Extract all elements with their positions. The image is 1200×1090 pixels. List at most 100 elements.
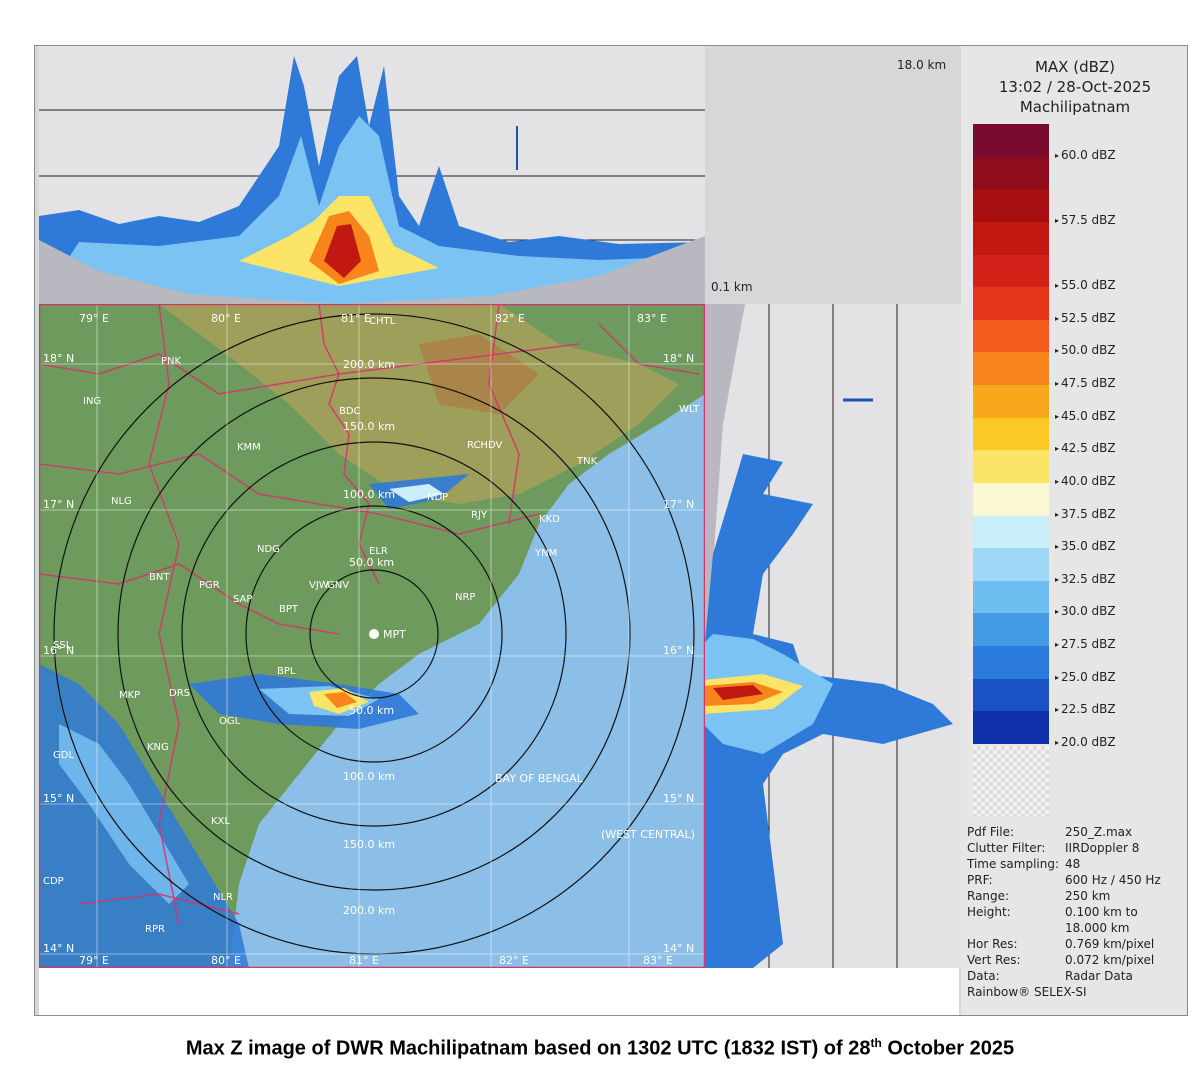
- colorbar-label: 60.0 dBZ: [1055, 148, 1116, 162]
- lon-label-bottom: 80° E: [211, 954, 241, 967]
- lon-label-top: 83° E: [637, 312, 667, 325]
- radar-figure: 18.0 km 0.1 km: [34, 45, 1188, 1016]
- colorbar: 60.0 dBZ 57.5 dBZ 55.0 dBZ 52.5 dBZ 50.0 dBZ…: [973, 124, 1116, 749]
- legend-title-time: 13:02 / 28-Oct-2025: [998, 78, 1152, 96]
- metadata-row: Rainbow® SELEX-SI: [967, 984, 1187, 1000]
- sea-label: BAY OF BENGAL: [495, 772, 584, 785]
- place-label: CHTL: [369, 316, 396, 327]
- colorbar-segment: [973, 613, 1049, 647]
- metadata-value: IIRDoppler 8: [1065, 841, 1140, 855]
- colorbar-segment: [973, 254, 1049, 288]
- colorbar-segment: [973, 711, 1049, 745]
- colorbar-label: 50.0 dBZ: [1055, 343, 1116, 357]
- colorbar-segment: [973, 352, 1049, 386]
- caption-text-end: October 2025: [881, 1037, 1015, 1060]
- place-label: RCHDV: [467, 440, 502, 451]
- place-label: SSL: [53, 640, 72, 651]
- metadata-value: 18.000 km: [1065, 921, 1130, 935]
- lat-label-right: 15° N: [663, 792, 694, 805]
- place-label: NLG: [111, 496, 132, 507]
- place-label: DRS: [169, 688, 190, 699]
- metadata-key: Range:: [967, 889, 1010, 903]
- legend-title-station: Machilipatnam: [1019, 98, 1131, 116]
- lon-label-bottom: 82° E: [499, 954, 529, 967]
- metadata-key: [967, 920, 1065, 936]
- range-ring-label: 50.0 km: [349, 556, 394, 569]
- figure-caption: Max Z image of DWR Machilipatnam based o…: [0, 1036, 1200, 1061]
- place-label: BPL: [277, 666, 296, 677]
- metadata-value: 250 km: [1065, 889, 1111, 903]
- lon-label-bottom: 83° E: [643, 954, 673, 967]
- colorbar-label: 40.0 dBZ: [1055, 474, 1116, 488]
- place-label: MKP: [119, 690, 140, 701]
- metadata-key: Hor Res:: [967, 937, 1018, 951]
- colorbar-label: 30.0 dBZ: [1055, 604, 1116, 618]
- legend-panel: MAX (dBZ) 13:02 / 28-Oct-2025 Machilipat…: [961, 46, 1187, 1015]
- colorbar-segment: [973, 482, 1049, 517]
- lon-label-bottom: 81° E: [349, 954, 379, 967]
- metadata-key: Time sampling:: [967, 857, 1060, 871]
- place-label: PNK: [161, 356, 182, 367]
- colorbar-segment: [973, 580, 1049, 614]
- place-label: RPR: [145, 924, 165, 935]
- place-label: OGL: [219, 716, 241, 727]
- place-label: ING: [83, 396, 101, 407]
- range-ring-label: 100.0 km: [343, 770, 395, 783]
- colorbar-segment: [973, 189, 1049, 223]
- lat-label-left: 18° N: [43, 352, 74, 365]
- right-height-profile: [703, 304, 961, 968]
- metadata-key: Pdf File:: [967, 825, 1015, 839]
- lon-label-top: 79° E: [79, 312, 109, 325]
- place-label: BDC: [339, 406, 361, 417]
- metadata-key: Clutter Filter:: [967, 841, 1046, 855]
- lat-label-right: 16° N: [663, 644, 694, 657]
- station-label: MPT: [383, 628, 406, 641]
- lon-label-top: 81° E: [341, 312, 371, 325]
- height-bottom-label: 0.1 km: [711, 280, 753, 294]
- range-ring-label: 200.0 km: [343, 358, 395, 371]
- colorbar-segment: [973, 385, 1049, 419]
- metadata-value: 600 Hz / 450 Hz: [1065, 873, 1161, 887]
- colorbar-segment: [973, 646, 1049, 680]
- range-ring-label: 50.0 km: [349, 704, 394, 717]
- metadata-row: Pdf File: 250_Z.max: [967, 824, 1187, 840]
- colorbar-segment: [973, 678, 1049, 712]
- colorbar-label: 47.5 dBZ: [1055, 376, 1116, 390]
- legend-title-product: MAX (dBZ): [1034, 58, 1116, 76]
- metadata-row: Vert Res: 0.072 km/pixel: [967, 952, 1187, 968]
- colorbar-label: 45.0 dBZ: [1055, 409, 1116, 423]
- metadata-table: Pdf File: 250_Z.max Clutter Filter: IIRDopp…: [967, 824, 1187, 1000]
- colorbar-label: 32.5 dBZ: [1055, 572, 1116, 586]
- metadata-row: Data: Radar Data: [967, 968, 1187, 984]
- lat-label-left: 16° N: [43, 644, 74, 657]
- place-label: BPT: [279, 604, 299, 615]
- colorbar-label: 25.0 dBZ: [1055, 670, 1116, 684]
- colorbar-label: 22.5 dBZ: [1055, 702, 1116, 716]
- caption-text: Max Z image of DWR Machilipatnam based o…: [185, 1037, 871, 1060]
- bottom-blank-strip: [39, 968, 959, 1015]
- place-label: RJY: [471, 510, 488, 521]
- place-label: GDL: [53, 750, 74, 761]
- metadata-value: [1087, 984, 1187, 1000]
- place-label: NDG: [257, 544, 280, 555]
- place-label: KXL: [211, 816, 230, 827]
- place-label: PGR: [199, 580, 220, 591]
- place-label: ELR: [369, 546, 388, 557]
- metadata-value: 0.072 km/pixel: [1065, 953, 1155, 967]
- colorbar-label: 57.5 dBZ: [1055, 213, 1116, 227]
- place-label: SAP: [233, 594, 252, 605]
- lat-label-right: 17° N: [663, 498, 694, 511]
- place-label: CDP: [43, 876, 64, 887]
- place-label: WLT: [679, 404, 700, 415]
- place-label: KMM: [237, 442, 261, 453]
- place-label: NRP: [455, 592, 475, 603]
- lat-label-left: 14° N: [43, 942, 74, 955]
- colorbar-label: 27.5 dBZ: [1055, 637, 1116, 651]
- radar-map: 79° E 80° E 81° E 82° E 83° E 79° E 80° …: [39, 304, 705, 968]
- lon-label-top: 80° E: [211, 312, 241, 325]
- metadata-value: 48: [1065, 857, 1081, 871]
- place-label: TNK: [576, 456, 598, 467]
- caption-superscript: th: [870, 1036, 882, 1050]
- place-label: KNG: [147, 742, 169, 753]
- colorbar-label: 52.5 dBZ: [1055, 311, 1116, 325]
